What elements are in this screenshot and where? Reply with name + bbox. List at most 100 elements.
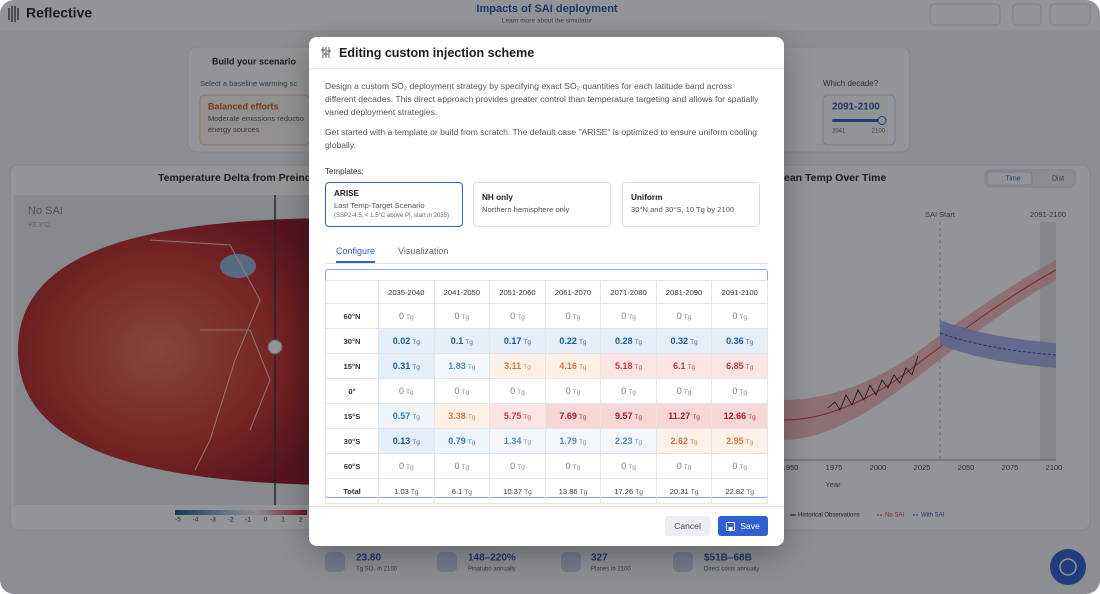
cell-value: 20.31 (669, 486, 689, 496)
template-card[interactable]: ARISE Last Temp-Target Scenario (SSP2-4.… (325, 182, 463, 227)
table-cell: 3.38 Tg (433, 403, 491, 429)
cell-unit: Tg (578, 439, 587, 446)
cell-value: 3.11 (504, 361, 522, 371)
table-row: 60°S 0 Tg 0 Tg 0 Tg 0 Tg 0 Tg 0 Tg 0 Tg (325, 453, 768, 479)
help-button[interactable] (1050, 549, 1086, 585)
share-button[interactable] (1049, 3, 1091, 26)
cell-value: 0 (565, 386, 571, 396)
chart-title: ean Temp Over Time (784, 172, 886, 184)
cell-value: 0 (454, 311, 460, 321)
cell-unit: Tg (465, 339, 473, 346)
cell-value: 0 (621, 461, 627, 471)
with-sai-band (940, 320, 1056, 368)
column-header: 2041-2050 (433, 280, 491, 304)
cell-unit: Tg (523, 414, 531, 421)
table-cell: 0 Tg (378, 453, 435, 479)
cell-value: 0 (510, 311, 516, 321)
table-cell: 0.02 Tg (378, 328, 435, 354)
undo-redo-group[interactable] (929, 3, 1001, 26)
table-cell: 0 Tg (378, 303, 435, 329)
table-cell: 2.95 Tg (711, 428, 768, 454)
row-label: 15°S (325, 403, 379, 429)
cell-value: 0 (510, 386, 516, 396)
table-cell: 0 Tg (544, 303, 602, 329)
injection-table: 2035-2040 2041-2050 2051-2060 2061-2070 2071… (325, 280, 768, 504)
x-tick-label: 1975 (826, 463, 843, 472)
slider-handle[interactable] (877, 116, 887, 125)
cell-unit: Tg (683, 464, 692, 471)
cell-value: 5.75 (503, 411, 522, 421)
table-row: 30°N 0.02 Tg 0.1 Tg 0.17 Tg 0.22 Tg 0.28 Tg 0.32 Tg 0… (325, 328, 768, 354)
cell-value: 0.57 (392, 411, 411, 421)
template-card[interactable]: Uniform 30°N and 30°S, 10 Tg by 2100 (622, 182, 760, 227)
table-cell: 0.57 Tg (378, 403, 435, 429)
table-cell: 0 Tg (378, 378, 435, 404)
cell-value: 4.16 (559, 361, 577, 371)
cell-unit: Tg (412, 364, 420, 371)
table-cell: 0.28 Tg (600, 328, 657, 354)
tab[interactable]: Configure (336, 246, 376, 263)
cell-value: 12.66 (723, 411, 747, 421)
table-cell: 0.36 Tg (711, 328, 768, 354)
table-row: 15°N 0.31 Tg 1.83 Tg 3.11 Tg 4.16 Tg 5.18 Tg 6.1 Tg 6… (325, 353, 768, 379)
settings-button[interactable] (1012, 3, 1042, 26)
cell-unit: Tg (523, 364, 531, 371)
cell-value: 1.03 (394, 486, 409, 496)
divider-handle[interactable] (267, 339, 283, 355)
time-toggle[interactable] (986, 171, 1033, 186)
top-bar (0, 0, 1100, 30)
annotation: 2091-2100 (1030, 210, 1066, 219)
cell-unit: Tg (628, 314, 636, 321)
table-cell: 20.31 Tg (655, 478, 713, 504)
with-sai-line (939, 332, 1057, 356)
cell-unit: Tg (578, 364, 587, 371)
slider-min: 2041 (832, 129, 846, 135)
cell-value: 6.1 (673, 361, 686, 371)
map-title: Temperature Delta from Preind (158, 172, 311, 184)
cell-value: 0 (398, 386, 404, 396)
table-cell: 17.26 Tg (600, 478, 657, 504)
cell-unit: Tg (683, 389, 692, 396)
cell-value: 0 (454, 386, 460, 396)
table-cell: 0 Tg (433, 453, 491, 479)
table-cell: 0 Tg (489, 303, 546, 329)
colorbar-tick: -1 (245, 517, 251, 524)
cell-unit: Tg (524, 488, 532, 496)
column-header: 2061-2070 (544, 280, 602, 304)
cell-unit: Tg (690, 488, 699, 496)
save-button[interactable]: Save (718, 516, 768, 536)
decade-slider[interactable] (832, 119, 884, 122)
cell-unit: Tg (410, 488, 419, 496)
table-cell: 5.18 Tg (600, 353, 657, 379)
cell-value: 1.79 (559, 436, 577, 446)
corner-cell (325, 280, 379, 304)
template-name: NH only (482, 193, 513, 202)
cell-unit: Tg (405, 314, 414, 321)
cell-unit: Tg (746, 488, 754, 496)
row-label: 30°N (325, 328, 379, 354)
column-header: 2091-2100 (711, 280, 768, 304)
stat-value: 23.80 (356, 553, 381, 564)
template-card[interactable]: NH only Northern hemisphere only (473, 182, 611, 227)
cell-value: 0.1 (450, 336, 464, 346)
cell-unit: Tg (634, 364, 643, 371)
table-cell: 2.23 Tg (600, 428, 657, 454)
cell-unit: Tg (628, 389, 636, 396)
help-icon[interactable] (1059, 558, 1077, 576)
table-cell: 3.11 Tg (489, 353, 546, 379)
cell-value: 2.62 (670, 436, 689, 446)
table-cell: 1.83 Tg (433, 353, 491, 379)
cell-unit: Tg (412, 439, 420, 446)
tab[interactable]: Visualization (398, 246, 449, 256)
stat-label: Pinatubo annually (468, 567, 516, 573)
table-row: 30°S 0.13 Tg 0.79 Tg 1.34 Tg 1.79 Tg 2.23 Tg 2.62 Tg… (325, 428, 768, 454)
cancel-button[interactable]: Cancel (665, 516, 710, 536)
table-cell: 13.86 Tg (544, 478, 602, 504)
cell-unit: Tg (572, 389, 581, 396)
table-cell: 0 Tg (711, 303, 768, 329)
cell-unit: Tg (739, 314, 747, 321)
cell-unit: Tg (572, 314, 581, 321)
cell-value: 0 (732, 461, 738, 471)
cell-value: 0 (510, 461, 516, 471)
